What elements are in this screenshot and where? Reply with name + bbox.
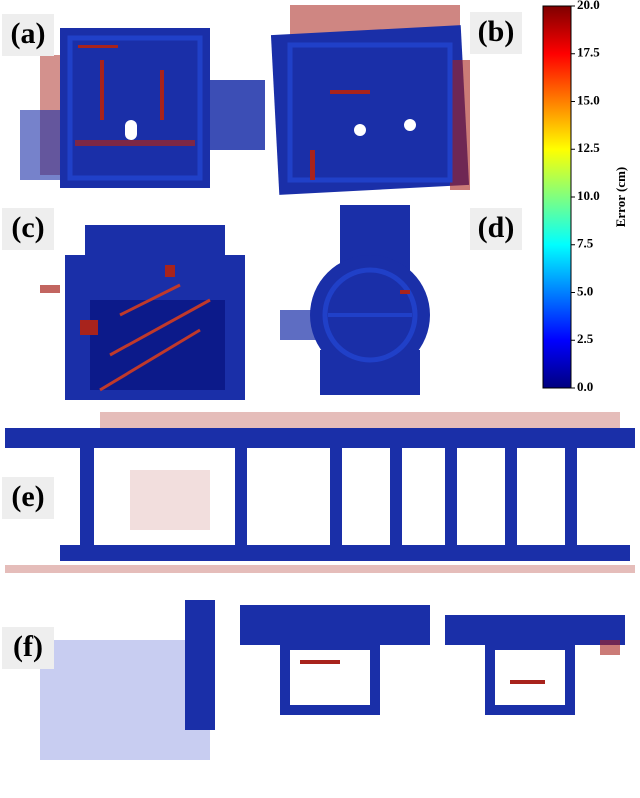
colorbar-tick-label: 17.5 [577, 45, 600, 60]
panel-a-map [20, 28, 265, 188]
label-box [470, 12, 522, 54]
colorbar-tick-label: 12.5 [577, 140, 600, 155]
panel-label: (b) [478, 15, 515, 48]
colorbar-tick-label: 7.5 [577, 236, 594, 251]
panel-f-map [40, 600, 625, 760]
label-box [2, 14, 54, 56]
label-box [2, 208, 54, 250]
panel-label: (a) [11, 17, 46, 50]
panel-label: (e) [11, 480, 44, 513]
colorbar [542, 5, 572, 389]
panel-labels: (a) (b) (c) (d) (e) (f) [2, 12, 522, 669]
panel-label: (d) [478, 211, 515, 244]
colorbar-tick-label: 2.5 [577, 331, 594, 346]
panel-label: (c) [11, 211, 44, 244]
label-box [2, 477, 54, 519]
panel-b-map [270, 5, 470, 195]
panel-e-map [5, 412, 635, 573]
panel-d-map [280, 205, 430, 395]
colorbar-tick-label: 20.0 [577, 0, 600, 12]
colorbar-label: Error (cm) [613, 167, 628, 228]
colorbar-tick-label: 15.0 [577, 92, 600, 107]
label-box [2, 627, 54, 669]
colorbar-tick-label: 5.0 [577, 283, 593, 298]
panel-c-map [40, 225, 245, 400]
label-box [470, 208, 522, 250]
panel-label: (f) [13, 630, 43, 663]
colorbar-tick-label: 0.0 [577, 379, 593, 394]
colorbar-tick-label: 10.0 [577, 188, 600, 203]
